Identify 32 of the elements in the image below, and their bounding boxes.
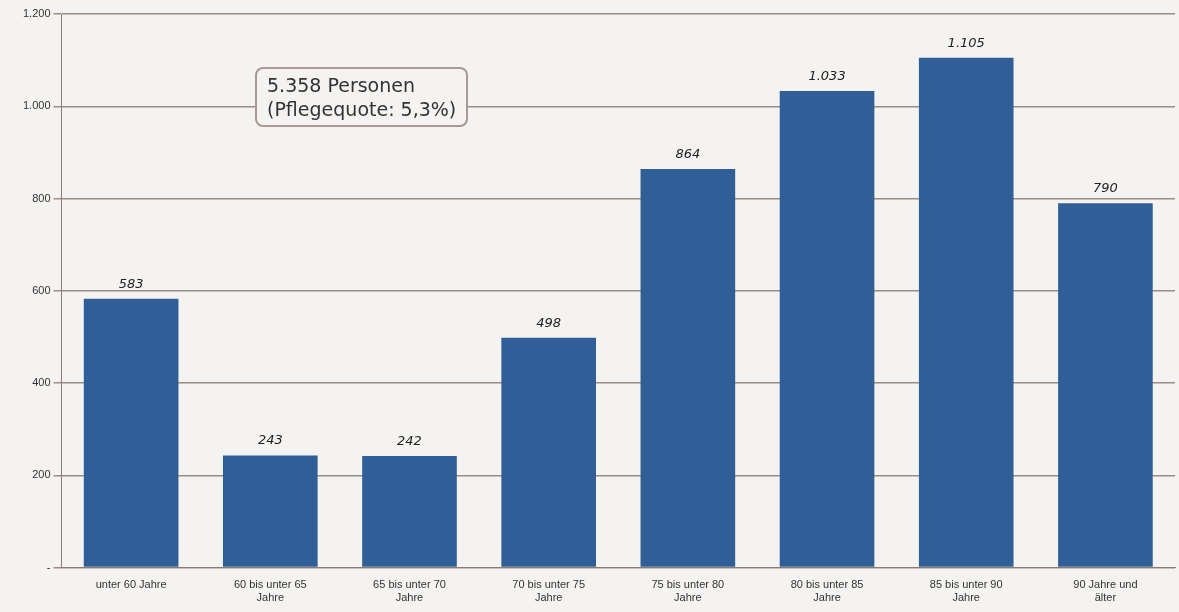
data-label: 242 (397, 432, 422, 448)
y-tick-label: 400 (32, 376, 51, 389)
x-tick-label: unter 60 Jahre (95, 578, 167, 591)
x-tick-label: 85 bis unter 90 Jahre (929, 578, 1003, 604)
y-tick-label: 200 (32, 468, 51, 481)
bar (83, 298, 179, 567)
bar (222, 455, 318, 567)
data-label: 498 (536, 314, 562, 330)
x-tick-label: 70 bis unter 75 Jahre (512, 578, 586, 604)
data-label: 1.033 (808, 67, 846, 83)
data-label: 243 (257, 432, 283, 448)
data-label: 583 (118, 275, 144, 291)
x-tick-label: 65 bis unter 70 Jahre (373, 578, 446, 604)
y-tick-label: 800 (32, 191, 51, 204)
bar (501, 337, 596, 567)
y-tick-label: 1.000 (23, 99, 51, 112)
bar (779, 91, 875, 567)
y-tick-label: 1.200 (23, 7, 51, 20)
annotation: 5.358 Personen (Pflegequote: 5,3%) (255, 67, 469, 127)
y-tick-label: 600 (32, 283, 51, 296)
y-tick-label: - (46, 560, 51, 573)
bar (640, 169, 736, 567)
bar (918, 57, 1014, 567)
x-tick-label: 60 bis unter 65 Jahre (233, 578, 307, 604)
x-tick-label: 80 bis unter 85 Jahre (790, 578, 864, 604)
bar (1058, 203, 1153, 567)
x-tick-label: 90 Jahre und älter (1073, 578, 1138, 604)
data-label: 790 (1092, 180, 1118, 196)
data-label: 1.105 (947, 34, 985, 50)
bar (362, 455, 457, 567)
data-label: 864 (675, 145, 701, 161)
x-tick-label: 75 bis unter 80 Jahre (651, 578, 725, 604)
